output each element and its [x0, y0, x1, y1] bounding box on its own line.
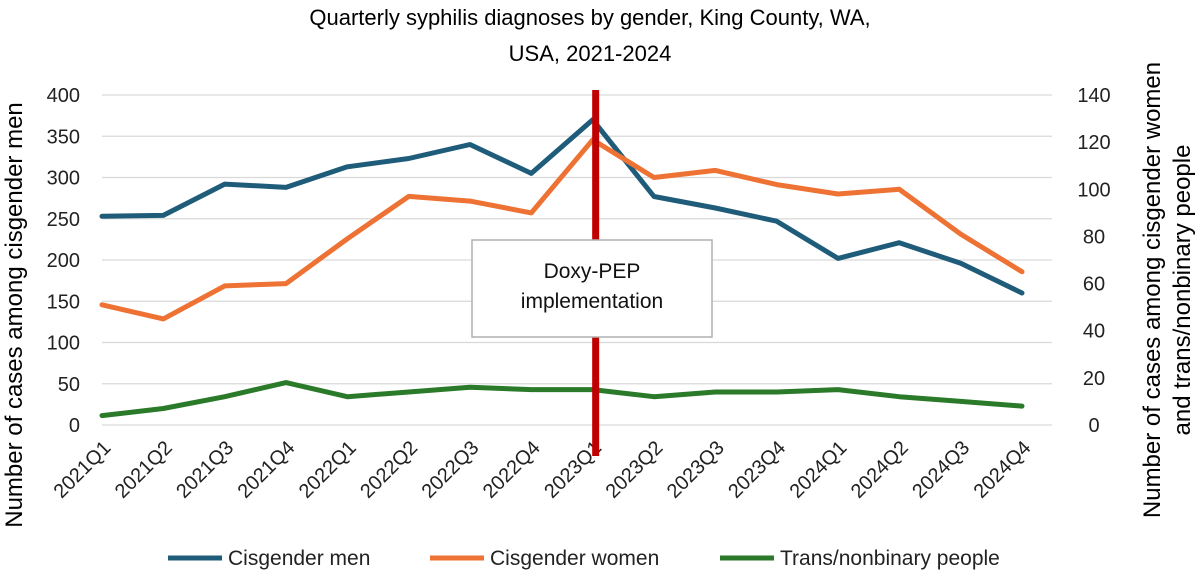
right-axis-label-line-1: Number of cases among cisgender women [1139, 62, 1166, 518]
right-tick-label: 0 [1088, 415, 1099, 437]
x-tick-label: 2022Q4 [479, 437, 545, 503]
right-tick-label: 60 [1083, 274, 1105, 296]
right-tick-label: 100 [1077, 179, 1110, 201]
left-tick-label: 250 [47, 209, 80, 231]
series-line-cisgender-women [99, 137, 1025, 322]
x-axis-ticks: 2021Q12021Q22021Q32021Q42022Q12022Q22022… [50, 437, 1036, 503]
legend-label-cisgender-women: Cisgender women [490, 547, 659, 570]
left-tick-label: 350 [47, 126, 80, 148]
right-axis-label-line-2: and trans/nonbinary people [1169, 145, 1196, 436]
right-tick-label: 40 [1083, 321, 1105, 343]
x-tick-label: 2023Q3 [663, 437, 729, 503]
right-y-axis-ticks: 0 20 40 60 80 100 120 140 [1077, 85, 1110, 437]
annotation-box [471, 239, 713, 338]
x-tick-label: 2021Q3 [172, 437, 238, 503]
chart-title-line-2: USA, 2021-2024 [509, 41, 672, 66]
legend: Cisgender men Cisgender women Trans/nonb… [168, 547, 1000, 570]
left-tick-label: 400 [47, 85, 80, 107]
x-tick-label: 2021Q1 [50, 437, 116, 503]
annotation-text-line-2: implementation [521, 290, 663, 313]
left-tick-label: 50 [58, 374, 80, 396]
x-tick-label: 2022Q3 [418, 437, 484, 503]
x-tick-label: 2023Q4 [724, 437, 790, 503]
x-tick-label: 2021Q2 [111, 437, 177, 503]
left-y-axis-ticks: 0 50 100 150 200 250 300 350 400 [47, 85, 80, 437]
legend-label-cisgender-men: Cisgender men [228, 547, 370, 570]
chart-title-line-1: Quarterly syphilis diagnoses by gender, … [309, 5, 870, 30]
annotation-text-line-1: Doxy-PEP [544, 260, 641, 283]
series-line-trans-nonbinary-people [99, 380, 1025, 419]
x-tick-label: 2022Q1 [295, 437, 361, 503]
x-tick-label: 2024Q2 [847, 437, 913, 503]
x-tick-label: 2024Q3 [908, 437, 974, 503]
x-tick-label: 2022Q2 [356, 437, 422, 503]
left-axis-label: Number of cases among cisgender men [1, 102, 28, 528]
series-line-cisgender-men [99, 117, 1025, 296]
left-tick-label: 100 [47, 333, 80, 355]
left-tick-label: 300 [47, 168, 80, 190]
right-tick-label: 20 [1083, 368, 1105, 390]
left-tick-label: 200 [47, 250, 80, 272]
x-tick-label: 2023Q2 [602, 437, 668, 503]
x-tick-label: 2024Q1 [786, 437, 852, 503]
left-tick-label: 0 [69, 415, 80, 437]
legend-label-trans-nonbinary: Trans/nonbinary people [780, 547, 1000, 570]
x-tick-label: 2021Q4 [234, 437, 300, 503]
right-tick-label: 120 [1077, 132, 1110, 154]
left-tick-label: 150 [47, 291, 80, 313]
x-tick-label: 2024Q4 [970, 437, 1036, 503]
right-tick-label: 140 [1077, 85, 1110, 107]
right-tick-label: 80 [1083, 226, 1105, 248]
data-series [99, 117, 1025, 419]
